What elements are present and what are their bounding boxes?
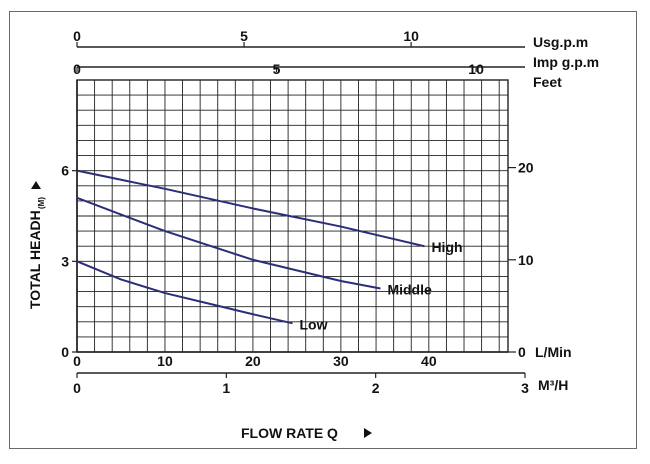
bottom-lmin-tick-label: 20 <box>245 353 261 369</box>
tick-labels: 0 5 10 0 5 10 0 3 6 0 10 20 0 10 20 30 40 0 1 2 3 <box>61 28 534 396</box>
bottom-lmin-tick-label: 10 <box>157 353 173 369</box>
right-unit-lmin: L/Min <box>535 344 572 360</box>
plot-border <box>76 79 509 353</box>
top-imp-tick-label: 5 <box>273 61 281 77</box>
right-tick-label: 0 <box>518 344 526 360</box>
bottom-m3h-tick-label: 0 <box>73 380 81 396</box>
top-usg-tick-label: 0 <box>73 28 81 44</box>
top-usg-tick-label: 5 <box>240 28 248 44</box>
curve-label-high: High <box>431 239 462 255</box>
left-tick-label: 0 <box>61 344 69 360</box>
bottom-lmin-tick-label: 0 <box>73 353 81 369</box>
curve-high <box>76 169 425 248</box>
bottom-lmin-tick-label: 40 <box>421 353 437 369</box>
left-tick-label: 6 <box>61 163 69 179</box>
bottom-m3h-tick-label: 3 <box>521 380 529 396</box>
right-tick-label: 20 <box>518 160 534 176</box>
top-imp-tick-label: 0 <box>73 61 81 77</box>
curve-label-middle: Middle <box>387 282 432 298</box>
right-tick-label: 10 <box>518 252 534 268</box>
top-usg-tick-label: 10 <box>403 28 419 44</box>
bottom-lmin-tick-label: 30 <box>333 353 349 369</box>
bottom-m3h-label: M³/H <box>538 377 568 393</box>
curve-label-low: Low <box>300 316 328 332</box>
grid <box>76 46 525 374</box>
y-axis-arrow-icon <box>31 181 41 189</box>
y-axis-title-sub: (M) <box>37 197 46 209</box>
curve-middle <box>76 196 381 290</box>
y-axis-title: TOTAL HEADH (M) <box>27 181 46 309</box>
right-axis-label: Feet <box>533 74 562 90</box>
y-axis-title-text: TOTAL HEADH <box>27 210 43 309</box>
top-imp-tick-label: 10 <box>468 61 484 77</box>
curves: High Middle Low <box>76 169 463 332</box>
left-tick-label: 3 <box>61 253 69 269</box>
curve-low <box>76 260 293 325</box>
bottom-m3h-tick-label: 2 <box>372 380 380 396</box>
x-axis-title-text: FLOW RATE Q <box>241 425 338 441</box>
top-usg-label: Usg.p.m <box>533 34 588 50</box>
bottom-m3h-tick-label: 1 <box>222 380 230 396</box>
x-axis-title: FLOW RATE Q <box>241 425 372 441</box>
top-imp-label: Imp g.p.m <box>533 54 599 70</box>
x-axis-arrow-icon <box>364 428 372 438</box>
